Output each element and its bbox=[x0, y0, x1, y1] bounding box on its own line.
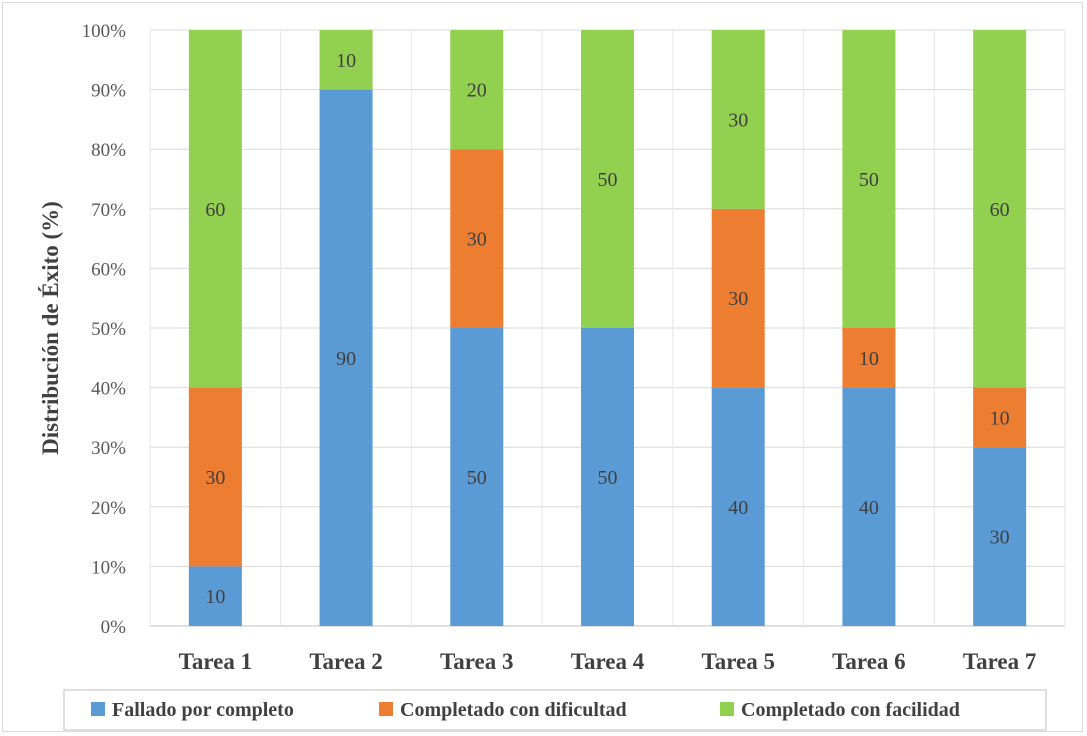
bar-segment bbox=[319, 89, 373, 627]
y-tick-label: 50% bbox=[91, 319, 126, 340]
legend-swatch bbox=[720, 702, 734, 716]
y-tick-label: 80% bbox=[91, 140, 126, 161]
data-label: 10 bbox=[990, 407, 1010, 429]
data-label: 40 bbox=[859, 497, 879, 519]
y-tick-label: 90% bbox=[91, 81, 126, 102]
bar-segment bbox=[842, 30, 896, 328]
bar-segment bbox=[842, 328, 896, 388]
bars bbox=[188, 30, 1027, 627]
x-category-label: Tarea 2 bbox=[309, 649, 382, 674]
y-tick-label: 40% bbox=[91, 379, 126, 400]
data-label: 30 bbox=[990, 527, 1010, 549]
data-label: 60 bbox=[990, 199, 1010, 221]
x-axis-categories: Tarea 1 Tarea 2 Tarea 3 Tarea 4 Tarea 5 Tarea… bbox=[179, 649, 1037, 674]
legend-label: Completado con facilidad bbox=[741, 699, 960, 721]
legend-label: Fallado por completo bbox=[112, 699, 294, 721]
data-label: 50 bbox=[598, 169, 618, 191]
x-category-label: Tarea 5 bbox=[701, 649, 774, 674]
data-label: 10 bbox=[336, 50, 356, 72]
x-category-label: Tarea 1 bbox=[179, 649, 252, 674]
bar-segment bbox=[450, 328, 504, 626]
bar-segment bbox=[581, 30, 634, 328]
data-label: 90 bbox=[336, 348, 356, 370]
data-labels: 10 30 60 90 10 50 30 20 50 50 40 30 30 40 10 50 30 10 60 bbox=[205, 50, 1009, 608]
bar-segment bbox=[711, 208, 765, 388]
data-label: 20 bbox=[467, 80, 487, 102]
y-tick-label: 30% bbox=[91, 438, 126, 459]
x-category-label: Tarea 3 bbox=[440, 649, 513, 674]
bar-segment bbox=[188, 387, 242, 567]
data-label: 10 bbox=[859, 348, 879, 370]
bar-segment bbox=[188, 566, 242, 626]
y-axis-title: Distribución de Éxito (%) bbox=[38, 201, 63, 455]
bar-segment bbox=[973, 387, 1027, 448]
bar-segment bbox=[973, 30, 1027, 388]
bar-segment bbox=[711, 387, 765, 626]
y-tick-label: 100% bbox=[82, 21, 127, 42]
data-label: 50 bbox=[859, 169, 879, 191]
bar-segment bbox=[581, 328, 634, 626]
y-axis-ticks: 0% 10% 20% 30% 40% 50% 60% 70% 80% 90% 100% bbox=[82, 21, 127, 638]
bar-segment bbox=[188, 30, 242, 388]
x-category-label: Tarea 7 bbox=[963, 649, 1036, 674]
y-tick-label: 0% bbox=[101, 617, 127, 638]
y-tick-label: 70% bbox=[91, 200, 126, 221]
bar-segment bbox=[842, 387, 896, 626]
bar-segment bbox=[450, 30, 504, 150]
data-label: 50 bbox=[598, 467, 618, 489]
legend-label: Completado con dificultad bbox=[400, 699, 627, 721]
bar-segment bbox=[319, 30, 373, 90]
bar-segment bbox=[973, 447, 1027, 626]
data-label: 30 bbox=[205, 467, 225, 489]
data-label: 60 bbox=[205, 199, 225, 221]
legend-box bbox=[63, 689, 1047, 731]
data-label: 30 bbox=[728, 109, 748, 131]
legend-swatch bbox=[91, 702, 105, 716]
bar-segment bbox=[450, 149, 504, 328]
x-category-label: Tarea 4 bbox=[571, 649, 645, 674]
data-label: 50 bbox=[467, 467, 487, 489]
data-label: 10 bbox=[205, 586, 225, 608]
y-tick-label: 20% bbox=[91, 498, 126, 519]
x-category-label: Tarea 6 bbox=[832, 649, 905, 674]
y-tick-label: 60% bbox=[91, 259, 126, 280]
bar-segment bbox=[711, 30, 765, 209]
data-label: 40 bbox=[728, 497, 748, 519]
data-label: 30 bbox=[728, 288, 748, 310]
y-tick-label: 10% bbox=[91, 557, 126, 578]
legend-swatch bbox=[379, 702, 393, 716]
data-label: 30 bbox=[467, 229, 487, 251]
legend: Fallado por completo Completado con dific… bbox=[63, 689, 1047, 731]
